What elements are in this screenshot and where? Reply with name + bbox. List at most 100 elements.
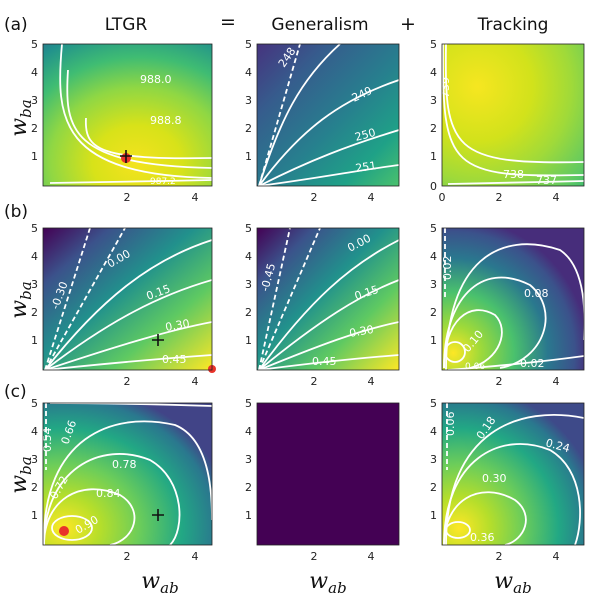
contour-c1-078 xyxy=(43,453,181,545)
x-tick: 2 xyxy=(311,375,318,388)
contour-a3-738 xyxy=(442,44,584,177)
contour-b3-010 xyxy=(443,309,503,369)
y-tick: 2 xyxy=(430,306,437,319)
plus-marker xyxy=(152,334,164,346)
contour-a3-739 xyxy=(444,44,584,164)
contour-a1-987-2 xyxy=(49,179,212,184)
contour-label: 250 xyxy=(353,126,377,144)
y-ticks-b3: 1 2 3 4 5 xyxy=(430,222,437,347)
contour-label: 987.2 xyxy=(150,177,176,187)
y-tick: 4 xyxy=(245,425,252,438)
y-tick: 1 xyxy=(31,509,38,522)
contour-b1-000 xyxy=(44,239,212,370)
x-tick: 4 xyxy=(368,550,375,563)
y-tick: 0 xyxy=(430,180,437,193)
y-tick: 2 xyxy=(430,122,437,135)
y-tick: 2 xyxy=(31,122,38,135)
contour-c1-072 xyxy=(43,420,212,541)
x-tick: 2 xyxy=(124,550,131,563)
row-label-a: (a) xyxy=(4,15,28,35)
equals-sign: = xyxy=(220,11,236,33)
x-axis-label-col3: wab xyxy=(494,569,531,597)
panel-b-tracking: 0.02 0.08 0.10 0.06 0.02 xyxy=(441,227,585,372)
contour-b1-030 xyxy=(44,321,212,370)
x-tick: 4 xyxy=(553,191,560,204)
axes-frame xyxy=(256,43,400,187)
y-tick: 4 xyxy=(245,250,252,263)
y-tick: 1 xyxy=(430,509,437,522)
contour-label: 0.78 xyxy=(112,458,137,471)
contour-a2-248 xyxy=(258,44,341,186)
axes-frame xyxy=(42,43,213,187)
y-tick: 3 xyxy=(430,453,437,466)
contour-label: 0.30 xyxy=(482,472,507,485)
optimum-marker xyxy=(59,526,69,536)
contour-b3-008 xyxy=(443,276,547,369)
panel-c-generalism xyxy=(256,402,400,546)
contour-a1-988-0 xyxy=(66,69,212,169)
contour-b2-000 xyxy=(258,239,399,370)
column-title-generalism: Generalism xyxy=(271,15,368,35)
y-tick: 1 xyxy=(430,334,437,347)
panel-a-ltgr: 988.0 988.8 987.2 xyxy=(42,43,213,187)
y-tick: 5 xyxy=(245,397,252,410)
contour-a2-251 xyxy=(258,164,399,186)
svg-text:wba: wba xyxy=(7,99,35,136)
contour-b3-002 xyxy=(447,355,584,370)
y-tick: 2 xyxy=(31,306,38,319)
y-tick: 1 xyxy=(31,334,38,347)
contour-label: 0.54 xyxy=(41,428,54,453)
contour-c3-030 xyxy=(443,491,527,545)
y-tick: 5 xyxy=(245,38,252,51)
x-tick: 4 xyxy=(192,550,199,563)
y-tick: 3 xyxy=(430,278,437,291)
x-tick: 4 xyxy=(192,191,199,204)
contour-b2-neg15 xyxy=(258,228,321,370)
y-tick: 3 xyxy=(245,278,252,291)
y-tick: 2 xyxy=(245,481,252,494)
panel-a-tracking: 739 738 737 xyxy=(439,43,585,187)
axes-frame xyxy=(256,402,400,546)
y-tick: 4 xyxy=(31,425,38,438)
y-ticks-a2: 1 2 3 4 5 xyxy=(245,38,252,163)
contour-label: 0.08 xyxy=(524,287,549,300)
y-tick: 3 xyxy=(430,94,437,107)
contour-c3-018 xyxy=(445,414,584,545)
heatmap-b-generalism xyxy=(257,228,399,370)
contour-label: 739 xyxy=(439,77,452,98)
contour-b3-006 xyxy=(445,243,584,370)
x-tick: 2 xyxy=(311,550,318,563)
y-tick: 2 xyxy=(245,122,252,135)
y-axis-label-row-b: wba xyxy=(7,281,35,318)
x-axis-label-col2: wab xyxy=(309,569,346,597)
contour-label: 988.8 xyxy=(150,114,182,127)
contour-c3-024 xyxy=(443,443,581,545)
y-tick: 4 xyxy=(430,425,437,438)
x-tick: 2 xyxy=(124,191,131,204)
y-tick: 2 xyxy=(430,481,437,494)
y-tick: 5 xyxy=(430,397,437,410)
y-tick: 1 xyxy=(245,150,252,163)
contour-label: 0.45 xyxy=(162,353,187,366)
contour-label: 0.30 xyxy=(164,317,190,334)
heatmap-a-ltgr xyxy=(43,44,212,186)
x-tick: 4 xyxy=(553,550,560,563)
contour-label: 0.06 xyxy=(444,412,457,437)
plus-sign: + xyxy=(400,13,416,35)
contour-label: 0.30 xyxy=(348,323,374,340)
heatmap-c-ltgr xyxy=(43,403,212,545)
x-tick: 4 xyxy=(368,375,375,388)
axes-frame xyxy=(441,402,585,546)
y-tick: 3 xyxy=(31,94,38,107)
axes-frame xyxy=(42,227,213,371)
y-axis-label-row-c: wba xyxy=(7,456,35,493)
contour-label: 0.24 xyxy=(544,436,571,455)
x-tick: 4 xyxy=(368,191,375,204)
panel-c-tracking: 0.06 0.18 0.24 0.30 0.36 xyxy=(441,402,585,546)
axes-frame xyxy=(256,227,400,371)
y-axis-label-row-a: wba xyxy=(7,99,35,136)
panel-a-generalism: 248 249 250 251 xyxy=(256,43,400,187)
contour-b1-neg30 xyxy=(44,228,91,370)
y-tick: 5 xyxy=(245,222,252,235)
